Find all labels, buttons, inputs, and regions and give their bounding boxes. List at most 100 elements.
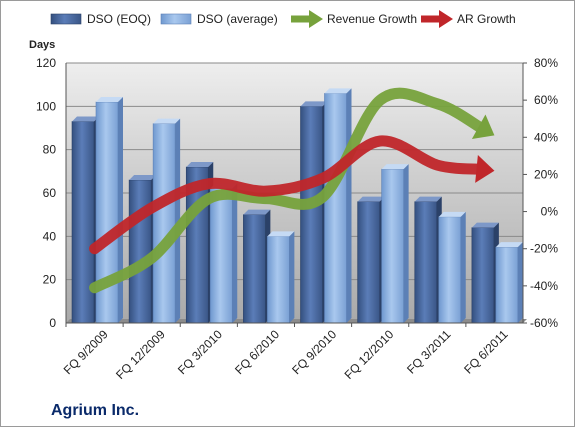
bar-side <box>175 118 181 324</box>
bar-face <box>414 201 438 324</box>
y2-tick-label: 80% <box>534 56 558 70</box>
bar-dso-average <box>495 242 523 324</box>
bar-side <box>460 211 466 323</box>
bar-top <box>186 162 214 167</box>
bar-side <box>232 183 238 323</box>
legend-arrow <box>309 10 323 28</box>
bar-side <box>346 88 352 323</box>
bar-dso-eoq <box>243 209 271 324</box>
y-tick-label: 20 <box>43 273 57 287</box>
bar-dso-eoq <box>414 196 442 324</box>
y2-tick-label: -40% <box>530 279 558 293</box>
bar-face <box>324 93 347 324</box>
legend-label: Revenue Growth <box>327 12 417 26</box>
bar-top <box>381 164 409 170</box>
y-tick-label: 80 <box>43 143 57 157</box>
bar-dso-eoq <box>128 175 157 324</box>
bar-face <box>71 121 95 324</box>
bar-top <box>300 101 328 107</box>
bar-face <box>471 227 495 324</box>
legend-item-ar-growth: AR Growth <box>421 10 516 28</box>
bar-top <box>96 97 123 102</box>
bar-top <box>243 209 271 215</box>
bar-face <box>267 236 290 324</box>
legend-item-dso-eoq: DSO (EOQ) <box>50 12 151 26</box>
y-axis-label: Days <box>29 39 55 51</box>
bar-dso-average <box>381 164 409 324</box>
line-arrowhead <box>471 114 495 139</box>
bar-side <box>517 242 523 323</box>
bar-dso-eoq <box>471 222 499 324</box>
bar-face <box>209 188 233 324</box>
line-revenue-growth <box>89 87 495 294</box>
bar-top <box>471 222 499 228</box>
bar-face <box>438 216 462 324</box>
bar-face <box>300 106 323 324</box>
y2-tick-label: -60% <box>530 316 558 330</box>
bar-side <box>118 97 123 323</box>
y-tick-label: 100 <box>36 99 56 113</box>
bar-dso-eoq <box>357 196 385 324</box>
y2-tick-label: -20% <box>530 242 558 256</box>
line-path <box>89 135 486 255</box>
y2-tick-label: 60% <box>534 93 558 107</box>
bar-top <box>414 196 442 202</box>
y-tick-label: 120 <box>36 56 56 70</box>
bar-face <box>357 201 380 324</box>
bar-face <box>128 179 152 324</box>
bar-dso-average <box>324 88 352 324</box>
bar-face <box>381 168 404 324</box>
bar-dso-eoq <box>300 101 328 324</box>
bar-top <box>72 116 99 122</box>
legend: DSO (EOQ) DSO (average) Revenue Growth AR G… <box>50 10 516 28</box>
legend-swatch <box>50 13 82 25</box>
bar-side <box>403 164 409 323</box>
bar-top <box>153 118 181 124</box>
x-tick-label: FQ 6/2010 <box>232 327 282 377</box>
bar-top <box>267 231 295 237</box>
chart-title: Agrium Inc. <box>51 402 139 419</box>
line-ar-growth <box>89 135 495 255</box>
legend-label: AR Growth <box>457 12 516 26</box>
growth-lines <box>89 87 495 294</box>
bar-side <box>289 231 295 323</box>
legend-item-dso-average: DSO (average) <box>160 12 278 26</box>
y2-tick-label: 0% <box>541 205 559 219</box>
y-tick-label: 60 <box>43 186 57 200</box>
line-arrowhead <box>475 155 495 183</box>
bar-dso-average <box>152 118 181 324</box>
legend-label: DSO (EOQ) <box>87 12 151 26</box>
line-path <box>89 87 488 294</box>
bars <box>71 88 523 324</box>
bar-face <box>152 123 176 324</box>
legend-item-revenue-growth: Revenue Growth <box>291 10 417 28</box>
bar-top <box>129 175 157 180</box>
x-tick-label: FQ 6/2011 <box>461 327 511 377</box>
y2-tick-label: 40% <box>534 130 558 144</box>
bar-face <box>243 214 266 324</box>
legend-label: DSO (average) <box>197 12 278 26</box>
x-tick-label: FQ 9/2009 <box>61 327 111 377</box>
bar-dso-average <box>95 97 123 324</box>
bar-dso-average <box>209 183 238 324</box>
x-tick-label: FQ 3/2010 <box>175 327 225 377</box>
x-tick-label: FQ 9/2010 <box>289 327 339 377</box>
y-tick-label: 40 <box>43 229 57 243</box>
bar-top <box>438 211 466 217</box>
x-tick-label: FQ 12/2009 <box>113 327 168 382</box>
x-tick-label: FQ 12/2010 <box>342 327 397 382</box>
bar-dso-average <box>438 211 466 324</box>
bar-top <box>357 196 385 202</box>
plot-floor <box>66 319 527 323</box>
y-tick-label: 0 <box>49 316 56 330</box>
bar-face <box>495 246 519 324</box>
y2-tick-label: 20% <box>534 167 558 181</box>
bar-dso-average <box>267 231 295 324</box>
bar-top <box>495 242 523 248</box>
legend-swatch <box>160 13 192 25</box>
x-tick-label: FQ 3/2011 <box>404 327 454 377</box>
bar-top <box>324 88 352 94</box>
legend-arrow <box>439 10 453 28</box>
